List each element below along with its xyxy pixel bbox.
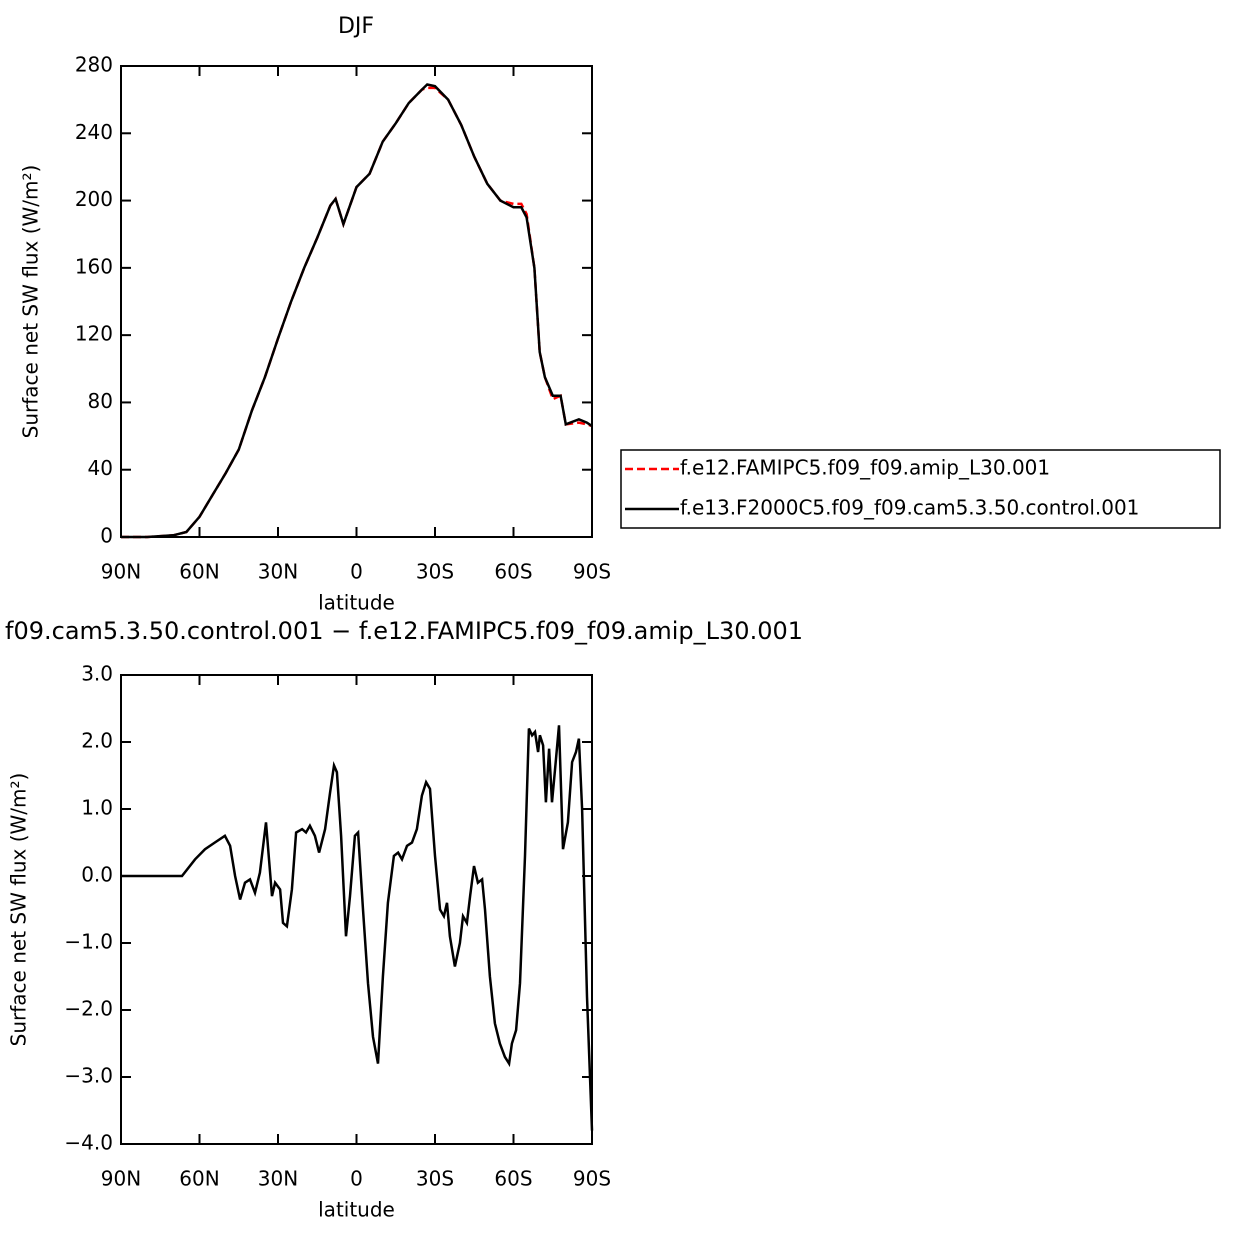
x-tick-label: 30N [258, 1167, 298, 1191]
series-line [121, 86, 593, 539]
x-tick-label: 90S [573, 1167, 611, 1191]
y-tick-label: 1.0 [81, 796, 113, 820]
legend-label: f.e12.FAMIPC5.f09_f09.amip_L30.001 [680, 456, 1050, 480]
x-tick-label: 90N [101, 1167, 141, 1191]
chart-title: f09.cam5.3.50.control.001 − f.e12.FAMIPC… [5, 617, 803, 645]
plot-frame [120, 674, 593, 1145]
y-tick-label: 3.0 [81, 662, 113, 686]
x-tick-label: 90S [573, 560, 611, 584]
y-tick-label: −3.0 [64, 1064, 113, 1088]
y-tick-label: −1.0 [64, 930, 113, 954]
y-tick-label: 160 [75, 254, 113, 278]
y-tick-label: 0 [100, 524, 113, 548]
legend-label: f.e13.F2000C5.f09_f09.cam5.3.50.control.… [680, 496, 1139, 520]
x-tick-label: 60S [494, 560, 532, 584]
x-tick-label: 90N [101, 560, 141, 584]
chart-title: DJF [338, 14, 374, 39]
y-tick-label: 240 [75, 120, 113, 144]
x-tick-label: 30S [416, 560, 454, 584]
y-tick-label: −4.0 [64, 1131, 113, 1155]
y-tick-label: 200 [75, 187, 113, 211]
x-tick-label: 60N [179, 560, 219, 584]
y-tick-label: 80 [88, 389, 113, 413]
y-tick-label: 0.0 [81, 863, 113, 887]
y-tick-label: 2.0 [81, 729, 113, 753]
x-axis-label: latitude [318, 591, 395, 615]
x-tick-label: 30N [258, 560, 298, 584]
y-tick-label: 280 [75, 53, 113, 77]
x-tick-label: 30S [416, 1167, 454, 1191]
y-tick-label: 40 [88, 456, 113, 480]
x-tick-label: 60N [179, 1167, 219, 1191]
x-tick-label: 0 [350, 560, 363, 584]
x-axis-label: latitude [318, 1198, 395, 1222]
y-axis-label: Surface net SW flux (W/m²) [7, 773, 31, 1047]
series-line [121, 725, 594, 1131]
y-tick-label: −2.0 [64, 997, 113, 1021]
series-line [121, 83, 593, 539]
x-tick-label: 60S [494, 1167, 532, 1191]
x-tick-label: 0 [350, 1167, 363, 1191]
y-axis-label: Surface net SW flux (W/m²) [19, 165, 43, 439]
legend-box [620, 449, 1221, 529]
y-tick-label: 120 [75, 322, 113, 346]
plot-frame [120, 65, 593, 538]
